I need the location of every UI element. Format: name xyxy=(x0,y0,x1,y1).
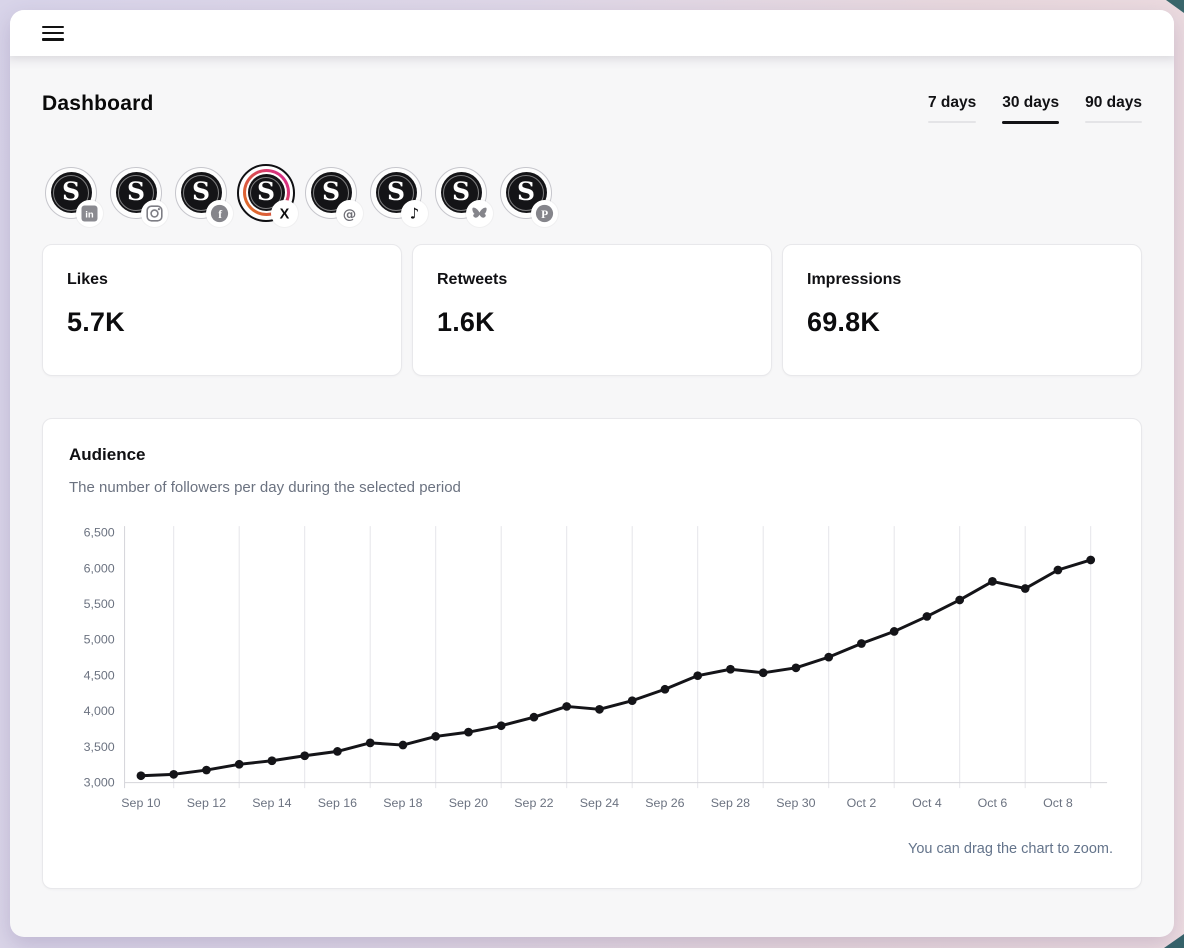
audience-title: Audience xyxy=(69,444,146,464)
svg-text:f: f xyxy=(218,209,222,221)
tab-7-days[interactable]: 7 days xyxy=(927,94,977,124)
stat-value: 5.7K xyxy=(67,306,125,337)
tab-30-days-underline xyxy=(1002,121,1060,124)
account-avatar-row: S in S S f S X xyxy=(42,163,1142,227)
stat-value: 1.6K xyxy=(437,306,495,337)
tab-30-days-label: 30 days xyxy=(1002,94,1060,111)
brand-avatar-letter: S xyxy=(451,177,471,206)
svg-text:4,000: 4,000 xyxy=(84,704,115,718)
svg-text:6,000: 6,000 xyxy=(84,561,115,575)
stat-value: 69.8K xyxy=(807,306,881,337)
account-avatar-pinterest[interactable]: S P xyxy=(497,164,558,227)
svg-text:4,500: 4,500 xyxy=(84,668,115,682)
brand-avatar-letter: S xyxy=(61,177,81,206)
page-title: Dashboard xyxy=(42,92,154,115)
hamburger-menu-icon[interactable] xyxy=(42,25,64,41)
stats-row: Likes 5.7K Retweets 1.6K Impressions 69.… xyxy=(42,243,1142,376)
audience-chart[interactable]: 3,000 3,500 4,000 4,500 5,000 5,500 6,000 6,500… xyxy=(69,514,1115,837)
brand-avatar-letter: S xyxy=(256,177,276,206)
tab-7-days-underline xyxy=(927,121,977,123)
facebook-icon: f xyxy=(206,199,233,227)
audience-card: Audience The number of followers per day… xyxy=(42,417,1142,889)
tab-90-days-underline xyxy=(1085,121,1142,123)
stat-card-likes: Likes 5.7K xyxy=(42,243,402,376)
tab-90-days-label: 90 days xyxy=(1085,94,1142,111)
account-avatar-linkedin[interactable]: S in xyxy=(42,164,103,227)
account-avatar-x[interactable]: S X xyxy=(237,163,298,227)
svg-text:Sep 30: Sep 30 xyxy=(776,795,815,809)
linkedin-icon: in xyxy=(76,199,103,227)
chart-drag-hint: You can drag the chart to zoom. xyxy=(907,840,1113,857)
svg-text:P: P xyxy=(541,208,548,220)
tab-7-days-label: 7 days xyxy=(927,94,977,111)
svg-text:X: X xyxy=(280,206,290,222)
brand-avatar-letter: S xyxy=(321,177,341,206)
svg-text:Sep 10: Sep 10 xyxy=(121,795,160,809)
svg-text:5,000: 5,000 xyxy=(84,632,115,646)
account-avatar-bluesky[interactable]: S xyxy=(432,164,493,227)
app-window: Dashboard 7 days 30 days 90 days S xyxy=(10,10,1174,937)
account-avatar-instagram[interactable]: S xyxy=(107,164,168,227)
brand-avatar-letter: S xyxy=(126,177,146,206)
tiktok-icon: ♪ xyxy=(401,199,428,227)
svg-text:Oct 6: Oct 6 xyxy=(978,795,1008,809)
svg-text:6,500: 6,500 xyxy=(84,525,115,539)
svg-text:Sep 28: Sep 28 xyxy=(711,795,750,809)
audience-subtitle: The number of followers per day during t… xyxy=(69,478,461,496)
app-header xyxy=(10,10,1174,56)
account-avatar-threads[interactable]: S @ xyxy=(302,164,363,227)
main-content: Dashboard 7 days 30 days 90 days S xyxy=(10,56,1174,889)
account-avatar-tiktok[interactable]: S ♪ xyxy=(367,164,428,227)
svg-text:5,500: 5,500 xyxy=(84,596,115,610)
svg-text:Oct 2: Oct 2 xyxy=(847,795,877,809)
svg-text:Oct 8: Oct 8 xyxy=(1043,795,1073,809)
stat-label: Likes xyxy=(67,270,108,288)
svg-text:in: in xyxy=(85,209,94,220)
background-corner-accent-top xyxy=(1166,0,1184,13)
account-avatar-facebook[interactable]: S f xyxy=(172,164,233,227)
svg-text:Sep 22: Sep 22 xyxy=(514,795,553,809)
tab-90-days[interactable]: 90 days xyxy=(1085,94,1142,124)
background-corner-accent-bottom xyxy=(1164,934,1184,948)
svg-text:♪: ♪ xyxy=(410,204,420,222)
x-icon: X xyxy=(271,199,298,227)
bluesky-icon xyxy=(466,199,493,227)
threads-icon: @ xyxy=(336,199,363,227)
pinterest-icon: P xyxy=(531,199,558,227)
svg-text:Sep 26: Sep 26 xyxy=(645,795,684,809)
svg-text:Sep 14: Sep 14 xyxy=(252,795,291,809)
svg-text:Sep 12: Sep 12 xyxy=(187,795,226,809)
svg-text:3,500: 3,500 xyxy=(84,739,115,753)
tab-30-days[interactable]: 30 days xyxy=(1002,94,1060,124)
stat-card-retweets: Retweets 1.6K xyxy=(412,243,772,376)
svg-text:Sep 24: Sep 24 xyxy=(580,795,619,809)
period-tabs: 7 days 30 days 90 days xyxy=(927,94,1142,124)
brand-avatar-letter: S xyxy=(191,177,211,206)
svg-text:Sep 16: Sep 16 xyxy=(318,795,357,809)
title-row: Dashboard 7 days 30 days 90 days xyxy=(42,56,1142,124)
svg-text:3,000: 3,000 xyxy=(84,775,115,789)
svg-text:Oct 4: Oct 4 xyxy=(912,795,942,809)
stat-card-impressions: Impressions 69.8K xyxy=(782,243,1142,376)
brand-avatar-letter: S xyxy=(516,177,536,206)
instagram-icon xyxy=(141,199,168,227)
svg-text:@: @ xyxy=(343,206,357,222)
stat-label: Retweets xyxy=(437,270,508,288)
stat-label: Impressions xyxy=(807,270,902,288)
svg-text:Sep 18: Sep 18 xyxy=(383,795,422,809)
audience-chart-svg[interactable]: 3,000 3,500 4,000 4,500 5,000 5,500 6,000 6,500… xyxy=(69,514,1117,832)
svg-text:Sep 20: Sep 20 xyxy=(449,795,488,809)
brand-avatar-letter: S xyxy=(386,177,406,206)
